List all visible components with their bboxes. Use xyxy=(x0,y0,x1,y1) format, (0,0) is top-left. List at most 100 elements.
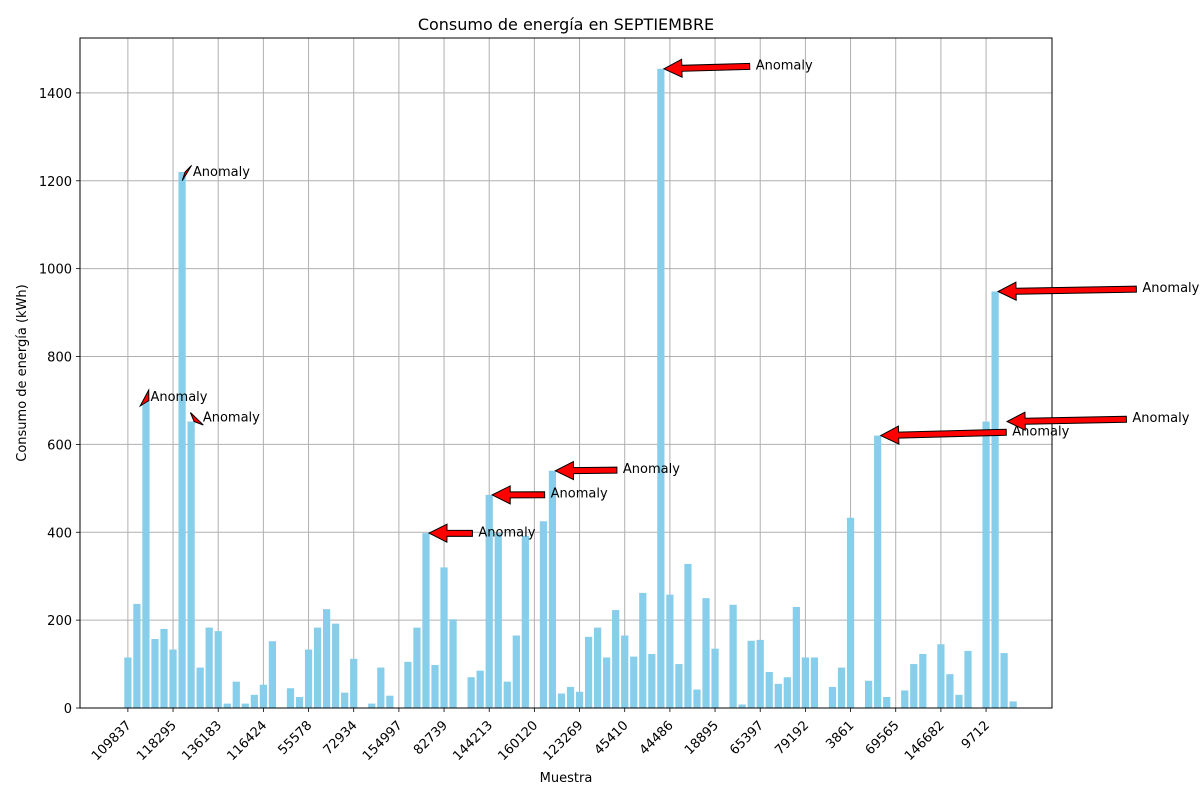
bar xyxy=(1009,701,1017,708)
bar xyxy=(612,610,620,708)
x-tick-label: 65397 xyxy=(727,718,767,758)
bar xyxy=(377,667,385,708)
plot-frame xyxy=(79,37,1053,709)
bar xyxy=(250,694,258,708)
grid-lines xyxy=(80,38,1052,709)
bar xyxy=(440,567,448,708)
bar xyxy=(341,692,349,708)
bar xyxy=(801,657,809,708)
bar xyxy=(539,521,548,708)
bar xyxy=(982,421,990,708)
bar xyxy=(1000,653,1008,708)
x-tick-label: 123269 xyxy=(541,718,587,764)
bar xyxy=(594,627,602,708)
bars xyxy=(124,68,1017,709)
bar xyxy=(178,172,186,708)
bar xyxy=(368,703,376,708)
x-tick-label: 146682 xyxy=(902,718,948,764)
bar xyxy=(584,636,593,708)
bar xyxy=(196,667,204,708)
x-tick-label: 144213 xyxy=(450,718,496,764)
bar xyxy=(575,691,584,708)
bar xyxy=(639,592,647,708)
x-tick-label: 118295 xyxy=(134,718,180,764)
bar xyxy=(774,683,782,708)
bar xyxy=(874,435,882,708)
bar xyxy=(160,628,168,708)
bar xyxy=(991,291,999,708)
anomaly-arrow xyxy=(491,485,546,505)
bar xyxy=(133,603,141,708)
bar xyxy=(142,400,150,708)
bar xyxy=(621,635,629,708)
bar xyxy=(765,671,773,708)
anomaly-label: Anomaly xyxy=(203,411,260,426)
x-tick-label: 55578 xyxy=(276,718,316,758)
bar xyxy=(865,680,873,708)
bar xyxy=(124,657,132,708)
anomaly-arrow xyxy=(996,281,1137,302)
anomaly-arrow xyxy=(554,460,618,481)
bar xyxy=(783,677,791,708)
bar xyxy=(205,627,213,708)
bar xyxy=(413,627,421,708)
bar xyxy=(494,533,502,708)
bar xyxy=(557,693,566,708)
x-tick-label: 160120 xyxy=(496,718,542,764)
x-tick-label: 116424 xyxy=(224,718,270,764)
bar xyxy=(711,648,719,708)
anomaly-arrow xyxy=(138,388,150,408)
bar xyxy=(919,653,927,708)
bar xyxy=(286,688,295,708)
anomaly-label: Anomaly xyxy=(551,487,608,502)
bar xyxy=(241,703,249,708)
anomaly-label: Anomaly xyxy=(193,165,250,180)
bar xyxy=(937,644,945,708)
bar xyxy=(521,535,529,708)
x-tick-label: 45410 xyxy=(592,718,632,758)
bar xyxy=(431,664,439,708)
x-tick-label: 82739 xyxy=(411,718,451,758)
bar xyxy=(901,690,909,708)
bar xyxy=(566,686,575,708)
x-tick-label: 79192 xyxy=(772,718,812,758)
x-tick-label: 109837 xyxy=(89,718,135,764)
bar xyxy=(214,631,222,708)
bar xyxy=(675,664,683,708)
x-tick-label: 72934 xyxy=(321,718,361,758)
bar xyxy=(693,689,701,708)
bar xyxy=(476,670,484,708)
x-axis-label: Muestra xyxy=(540,771,593,786)
bar xyxy=(729,604,737,708)
anomaly-label: Anomaly xyxy=(1132,411,1189,426)
bar xyxy=(955,694,963,708)
anomaly-label: Anomaly xyxy=(1142,281,1199,296)
bar xyxy=(223,703,231,708)
x-tick-label: 44486 xyxy=(637,718,677,758)
bar xyxy=(350,658,358,708)
y-tick-label: 0 xyxy=(64,702,72,717)
bar xyxy=(548,470,557,708)
anomaly-label: Anomaly xyxy=(623,462,680,477)
bar xyxy=(169,649,177,708)
bar xyxy=(259,684,267,708)
anomaly-label: Anomaly xyxy=(1012,424,1069,439)
y-tick-label: 1000 xyxy=(39,263,72,278)
x-tick-label: 69565 xyxy=(863,718,903,758)
bar xyxy=(756,639,764,708)
x-tick-label: 3861 xyxy=(823,718,857,752)
bar xyxy=(630,656,638,708)
anomaly-arrow xyxy=(1005,411,1128,431)
bar xyxy=(449,619,457,708)
bar xyxy=(323,609,331,708)
x-tick-label: 18895 xyxy=(682,718,722,758)
anomaly-arrow xyxy=(662,58,751,78)
anomaly-label: Anomaly xyxy=(478,525,535,540)
bar xyxy=(946,674,954,708)
bar xyxy=(910,664,918,708)
bar xyxy=(702,598,710,708)
bar xyxy=(666,594,674,708)
bar xyxy=(846,517,855,708)
bar xyxy=(386,695,394,708)
bar xyxy=(792,606,800,708)
